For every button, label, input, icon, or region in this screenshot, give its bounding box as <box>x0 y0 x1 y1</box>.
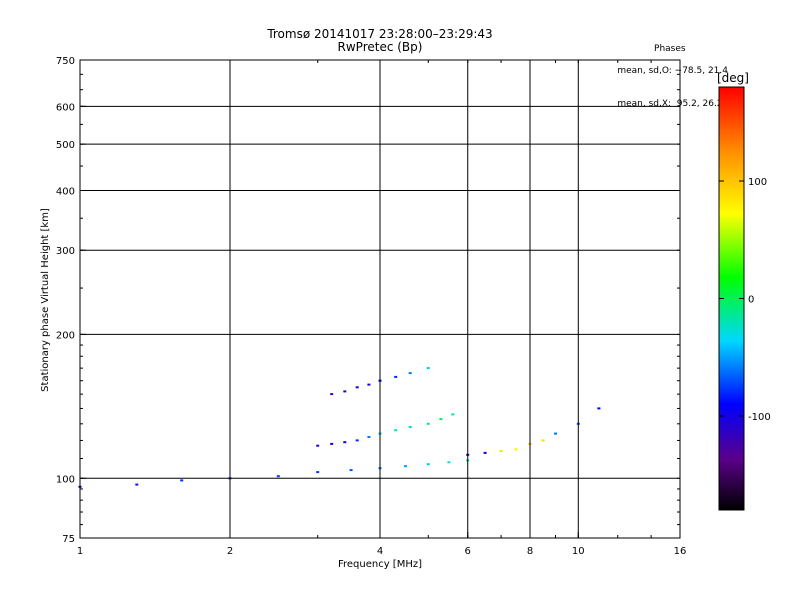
echo-point <box>439 418 443 421</box>
chart-title: Tromsø 20141017 23:28:00–23:29:43 <box>267 27 493 41</box>
echo-point <box>180 479 184 482</box>
echo-point <box>541 439 545 442</box>
echo-point <box>451 413 455 416</box>
echo-point <box>447 461 451 464</box>
y-axis-label: Stationary phase Virtual Height [km] <box>40 208 51 392</box>
y-tick-label: 200 <box>56 330 75 341</box>
y-tick-label: 75 <box>62 534 75 545</box>
echo-point <box>316 471 320 474</box>
echo-point <box>499 450 503 453</box>
echo-point <box>349 469 353 472</box>
phases-title: Phases <box>654 44 686 54</box>
echo-point <box>343 441 347 444</box>
y-tick-label: 750 <box>56 56 75 67</box>
colorbar-tick-label: 100 <box>748 177 767 188</box>
scatter-points <box>78 367 601 488</box>
y-tick-label: 600 <box>56 102 75 113</box>
echo-point <box>514 448 518 451</box>
echo-point <box>408 426 412 428</box>
x-tick-label: 2 <box>227 546 233 557</box>
echo-point <box>426 422 430 425</box>
colorbar-label: [deg] <box>717 71 749 85</box>
echo-point <box>394 429 398 432</box>
echo-point <box>343 390 347 393</box>
x-tick-label: 6 <box>465 546 471 557</box>
x-axis-label: Frequency [MHz] <box>338 559 422 570</box>
colorbar: [deg] 100 0 -100 <box>717 71 771 511</box>
echo-point <box>408 372 412 375</box>
echo-point <box>276 475 280 478</box>
echo-point <box>394 375 398 378</box>
x-tick-label: 10 <box>572 546 585 557</box>
x-axis: 1 2 4 6 8 10 16 <box>77 60 687 557</box>
y-tick-label: 100 <box>56 474 75 485</box>
colorbar-tick-label: -100 <box>748 412 771 423</box>
echo-point <box>330 393 334 396</box>
phases-o-mode: mean, sd,O: −78.5, 21.4 <box>617 66 728 76</box>
y-tick-label: 400 <box>56 186 75 197</box>
x-tick-label: 1 <box>77 546 83 557</box>
x-tick-label: 8 <box>527 546 533 557</box>
x-tick-label: 4 <box>377 546 383 557</box>
echo-point <box>330 442 334 445</box>
echo-point <box>426 463 430 466</box>
echo-point <box>426 367 430 370</box>
y-tick-label: 500 <box>56 140 75 151</box>
echo-point <box>355 386 359 389</box>
echo-point <box>404 465 407 468</box>
grid-lines <box>80 60 680 538</box>
echo-point <box>554 432 557 435</box>
echo-point <box>316 444 320 447</box>
phases-summary: Phases mean, sd,O: −78.5, 21.4 mean, sd,… <box>612 22 728 110</box>
chart-subtitle: RwPretec (Bp) <box>337 40 423 54</box>
echo-point <box>597 407 601 410</box>
colorbar-tick-label: 0 <box>748 295 754 306</box>
echo-point <box>135 483 139 486</box>
echo-point <box>367 436 371 438</box>
phases-x-mode: mean, sd,X: 95.2, 26.2 <box>617 99 723 109</box>
y-tick-label: 300 <box>56 246 75 257</box>
echo-point <box>355 439 359 442</box>
y-axis: 75 100 200 300 400 500 600 750 <box>56 56 680 545</box>
echo-point <box>367 383 371 386</box>
echo-point <box>483 451 487 454</box>
x-tick-label: 16 <box>674 546 687 557</box>
colorbar-ticks: 100 0 -100 <box>719 177 771 423</box>
